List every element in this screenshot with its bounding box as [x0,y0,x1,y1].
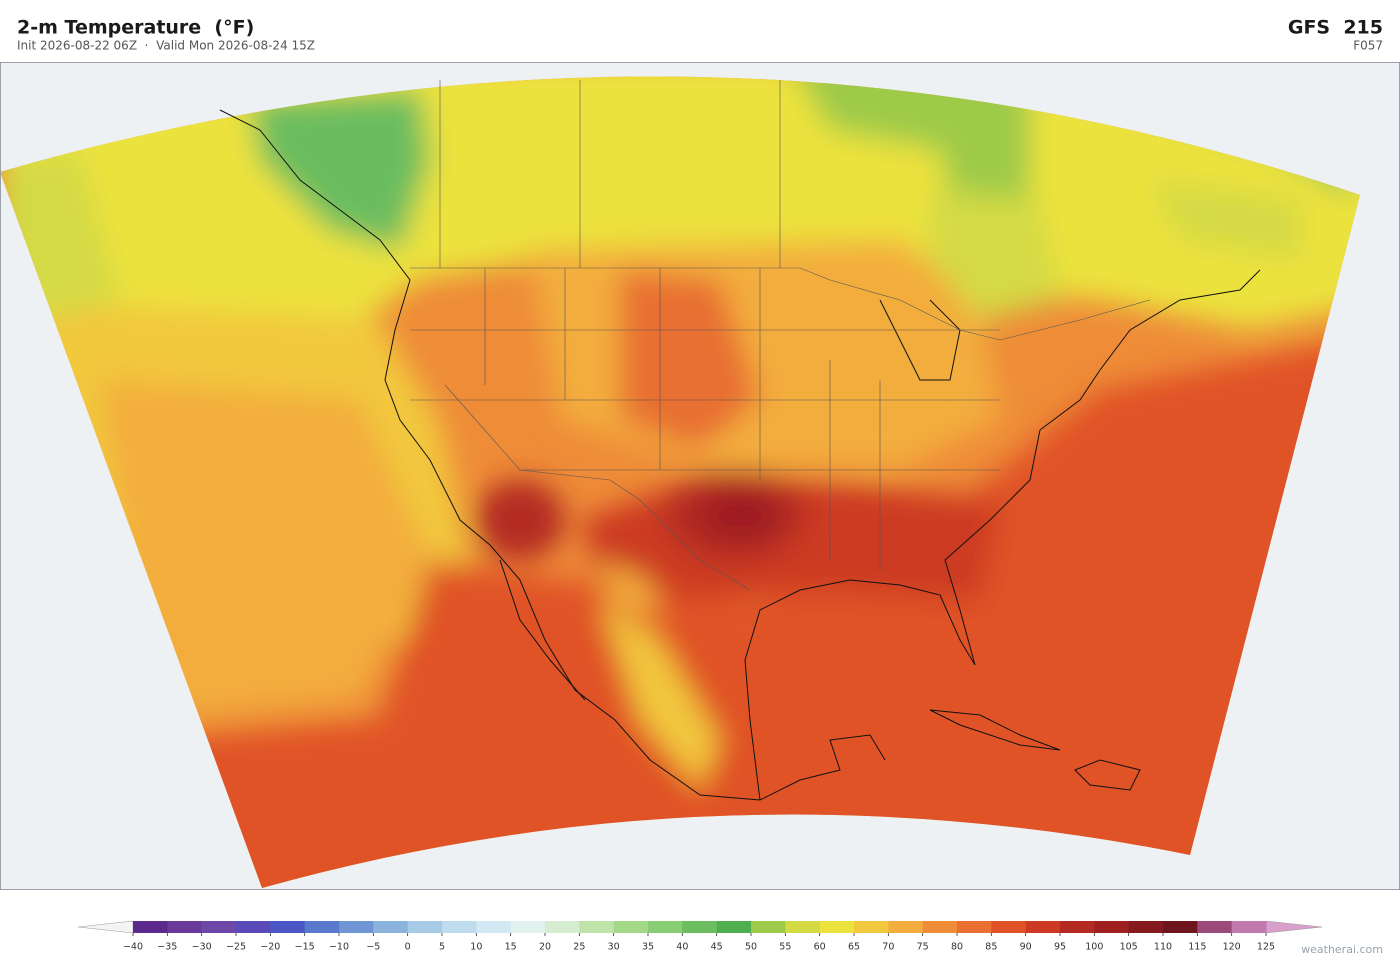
colorbar-tick-label: −35 [157,942,177,953]
colorbar-tick-label: −5 [366,942,380,953]
title: 2-m Temperature (°F) [17,17,254,39]
colorbar-segment [1128,921,1164,933]
colorbar-over [1265,920,1323,934]
colorbar-segment [545,921,580,933]
colorbar-segment [133,921,168,933]
colorbar-tick-label: 60 [814,942,826,953]
colorbar-segment [888,921,924,933]
colorbar-segment [1094,921,1130,933]
colorbar-tick-label: 120 [1223,942,1241,953]
colorbar-tick-label: 35 [642,942,654,953]
map [0,62,1400,890]
colorbar-segment [1231,921,1267,933]
colorbar-tick-label: 75 [917,942,929,953]
colorbar-segment [236,921,271,933]
colorbar-segment [270,921,306,933]
colorbar-tick-label: −20 [260,942,280,953]
colorbar-segment [785,921,821,933]
colorbar-segment [579,921,615,933]
colorbar-segment [1163,921,1198,933]
colorbar-segment [648,921,683,933]
colorbar-tick-label: −40 [123,942,143,953]
colorbar-tick-label: 125 [1257,942,1275,953]
colorbar-segment [751,921,786,933]
colorbar-under [77,920,134,934]
colorbar-segment [442,921,477,933]
subtitle: Init 2026-08-22 06Z · Valid Mon 2026-08-… [17,39,315,53]
colorbar-tick-label: 90 [1020,942,1032,953]
colorbar-tick-label: 45 [711,942,723,953]
colorbar-tick-label: 70 [882,942,894,953]
colorbar-tick-label: 55 [779,942,791,953]
colorbar-segment [373,921,409,933]
colorbar-segment [957,921,992,933]
credit: weatherai.com [1301,943,1383,956]
colorbar-tick-label: 10 [470,942,482,953]
colorbar-segment [613,921,649,933]
colorbar-tick-label: 80 [951,942,963,953]
borders [410,80,1151,591]
colorbar-tick-label: 85 [985,942,997,953]
colorbar-tick-label: −15 [295,942,315,953]
colorbar-tick-label: 15 [505,942,517,953]
colorbar-segment [167,921,203,933]
colorbar-tick-label: 25 [573,942,585,953]
colorbar-segment [407,921,443,933]
colorbar: −40 −35 −30 −25 −20 −15 −10 −5 0 5 10 15 20 25 30 35 40 4… [77,920,1323,953]
colorbar-segment [1060,921,1095,933]
colorbar-tick-label: 40 [676,942,688,953]
colorbar-tick-label: 20 [539,942,551,953]
colorbar-tick-label: 5 [439,942,445,953]
colorbar-segment [510,921,546,933]
colorbar-tick-label: 110 [1154,942,1172,953]
forecast-hour: F057 [1353,39,1383,53]
colorbar-tick-label: 100 [1085,942,1103,953]
colorbar-segment [339,921,374,933]
coastline [219,109,1261,801]
colorbar-segment [476,921,512,933]
colorbar-tick-label: −30 [192,942,212,953]
colorbar-tick-label: −10 [329,942,349,953]
colorbar-tick-label: 115 [1188,942,1206,953]
colorbar-tick-label: 30 [608,942,620,953]
colorbar-tick-label: −25 [226,942,246,953]
colorbar-segment [819,921,855,933]
colorbar-segment [682,921,718,933]
colorbar-tick-label: 95 [1054,942,1066,953]
colorbar-tick-label: 105 [1120,942,1138,953]
colorbar-segment [991,921,1027,933]
colorbar-segment [1025,921,1061,933]
temperature-field [0,76,1360,888]
colorbar-segment [304,921,340,933]
colorbar-segment [1197,921,1233,933]
colorbar-segment [922,921,958,933]
colorbar-segment [854,921,889,933]
colorbar-tick-label: 65 [848,942,860,953]
colorbar-tick-label: 50 [745,942,757,953]
colorbar-segment [716,921,752,933]
colorbar-tick-label: 0 [405,942,411,953]
colorbar-segment [201,921,237,933]
model: GFS 215 [1288,17,1383,39]
